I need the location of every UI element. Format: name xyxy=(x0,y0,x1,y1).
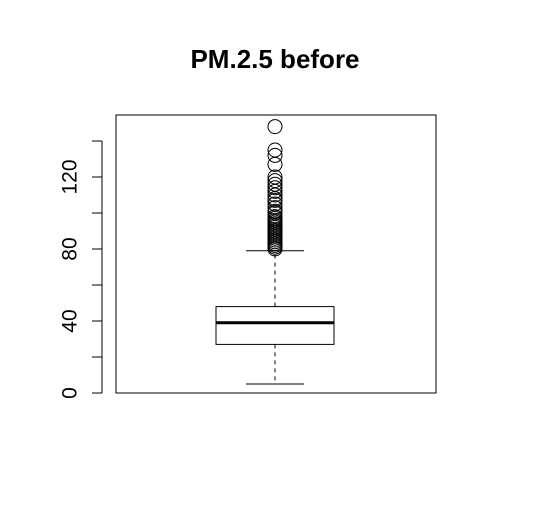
outlier-point xyxy=(267,196,283,212)
outlier-point xyxy=(267,200,283,216)
y-tick-label: 80 xyxy=(59,237,82,260)
outlier-point xyxy=(267,203,283,219)
outlier-points xyxy=(267,119,283,257)
y-axis: 0 40 80 120 xyxy=(59,140,103,399)
y-tick-label: 120 xyxy=(59,159,82,194)
outlier-point xyxy=(267,169,283,185)
y-tick-label: 40 xyxy=(59,309,82,332)
box-plot xyxy=(215,250,335,385)
interquartile-box xyxy=(215,306,335,345)
y-tick-label: 0 xyxy=(59,387,82,399)
outlier-point xyxy=(267,142,283,158)
outlier-point xyxy=(267,147,283,163)
outlier-point xyxy=(267,176,283,192)
outlier-point xyxy=(267,119,283,135)
chart-title: PM.2.5 before xyxy=(190,44,359,74)
plot-frame xyxy=(115,114,437,394)
outlier-point xyxy=(267,180,283,196)
outlier-point xyxy=(267,173,283,189)
outlier-point xyxy=(267,209,283,225)
outlier-point xyxy=(267,156,283,172)
